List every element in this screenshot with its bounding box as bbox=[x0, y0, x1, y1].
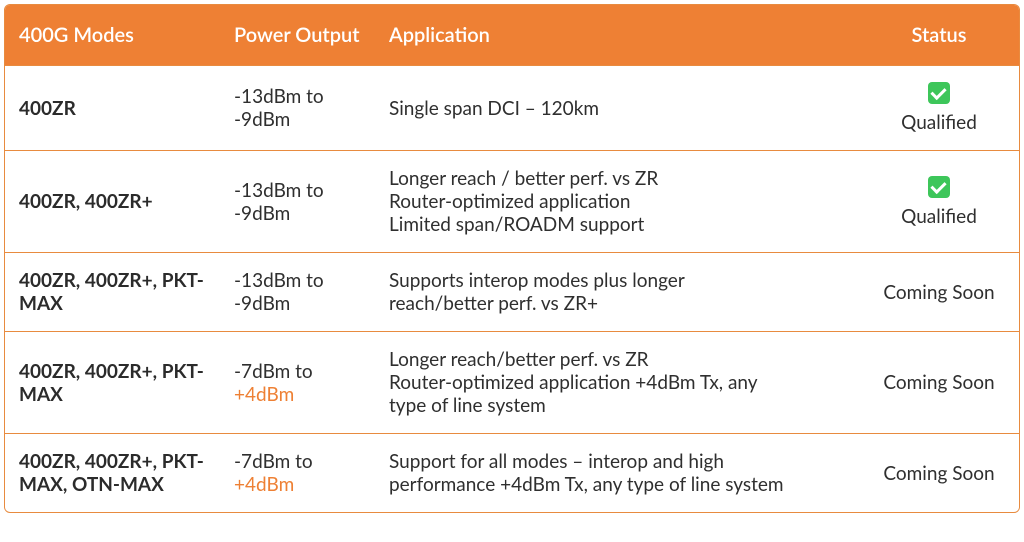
power-to: -9dBm bbox=[234, 292, 361, 315]
cell-status: Coming Soon bbox=[859, 434, 1019, 513]
header-power: Power Output bbox=[220, 5, 375, 66]
cell-status: Qualified bbox=[859, 151, 1019, 253]
cell-application: Longer reach/better perf. vs ZRRouter-op… bbox=[375, 332, 859, 434]
status-label: Coming Soon bbox=[873, 371, 1005, 394]
cell-application: Supports interop modes plus longerreach/… bbox=[375, 253, 859, 332]
cell-status: Coming Soon bbox=[859, 332, 1019, 434]
cell-application: Single span DCI – 120km bbox=[375, 66, 859, 151]
power-to: -9dBm bbox=[234, 202, 361, 225]
cell-modes: 400ZR, 400ZR+, PKT-MAX, OTN-MAX bbox=[5, 434, 220, 513]
cell-application: Support for all modes – interop and high… bbox=[375, 434, 859, 513]
cell-modes: 400ZR bbox=[5, 66, 220, 151]
application-line: performance +4dBm Tx, any type of line s… bbox=[389, 473, 845, 496]
table-row: 400ZR-13dBm to-9dBmSingle span DCI – 120… bbox=[5, 66, 1019, 151]
cell-power: -7dBm to+4dBm bbox=[220, 434, 375, 513]
table-row: 400ZR, 400ZR+, PKT-MAX-7dBm to+4dBmLonge… bbox=[5, 332, 1019, 434]
power-from: -7dBm to bbox=[234, 360, 361, 383]
status-label: Qualified bbox=[873, 205, 1005, 228]
cell-modes: 400ZR, 400ZR+, PKT-MAX bbox=[5, 332, 220, 434]
cell-power: -13dBm to-9dBm bbox=[220, 253, 375, 332]
header-status: Status bbox=[859, 5, 1019, 66]
table-header-row: 400G Modes Power Output Application Stat… bbox=[5, 5, 1019, 66]
power-from: -13dBm to bbox=[234, 179, 361, 202]
table-row: 400ZR, 400ZR+-13dBm to-9dBmLonger reach … bbox=[5, 151, 1019, 253]
modes-table-wrapper: 400G Modes Power Output Application Stat… bbox=[4, 4, 1020, 513]
check-icon bbox=[928, 82, 950, 104]
application-line: Supports interop modes plus longer bbox=[389, 269, 845, 292]
status-label: Coming Soon bbox=[873, 462, 1005, 485]
power-from: -7dBm to bbox=[234, 450, 361, 473]
status-label: Qualified bbox=[873, 111, 1005, 134]
cell-modes: 400ZR, 400ZR+ bbox=[5, 151, 220, 253]
power-from: -13dBm to bbox=[234, 85, 361, 108]
check-icon bbox=[928, 176, 950, 198]
application-line: Router-optimized application +4dBm Tx, a… bbox=[389, 371, 845, 394]
cell-power: -13dBm to-9dBm bbox=[220, 66, 375, 151]
power-to: +4dBm bbox=[234, 383, 361, 406]
application-line: Longer reach / better perf. vs ZR bbox=[389, 167, 845, 190]
cell-application: Longer reach / better perf. vs ZRRouter-… bbox=[375, 151, 859, 253]
application-line: Support for all modes – interop and high bbox=[389, 450, 845, 473]
power-to: -9dBm bbox=[234, 108, 361, 131]
cell-status: Qualified bbox=[859, 66, 1019, 151]
modes-table: 400G Modes Power Output Application Stat… bbox=[5, 5, 1019, 512]
application-line: Longer reach/better perf. vs ZR bbox=[389, 348, 845, 371]
cell-power: -7dBm to+4dBm bbox=[220, 332, 375, 434]
table-body: 400ZR-13dBm to-9dBmSingle span DCI – 120… bbox=[5, 66, 1019, 513]
header-modes: 400G Modes bbox=[5, 5, 220, 66]
power-to: +4dBm bbox=[234, 473, 361, 496]
table-row: 400ZR, 400ZR+, PKT-MAX, OTN-MAX-7dBm to+… bbox=[5, 434, 1019, 513]
application-line: Limited span/ROADM support bbox=[389, 213, 845, 236]
application-line: Single span DCI – 120km bbox=[389, 97, 845, 120]
status-label: Coming Soon bbox=[873, 281, 1005, 304]
cell-modes: 400ZR, 400ZR+, PKT-MAX bbox=[5, 253, 220, 332]
cell-status: Coming Soon bbox=[859, 253, 1019, 332]
table-row: 400ZR, 400ZR+, PKT-MAX-13dBm to-9dBmSupp… bbox=[5, 253, 1019, 332]
cell-power: -13dBm to-9dBm bbox=[220, 151, 375, 253]
application-line: Router-optimized application bbox=[389, 190, 845, 213]
application-line: type of line system bbox=[389, 394, 845, 417]
application-line: reach/better perf. vs ZR+ bbox=[389, 292, 845, 315]
header-application: Application bbox=[375, 5, 859, 66]
power-from: -13dBm to bbox=[234, 269, 361, 292]
